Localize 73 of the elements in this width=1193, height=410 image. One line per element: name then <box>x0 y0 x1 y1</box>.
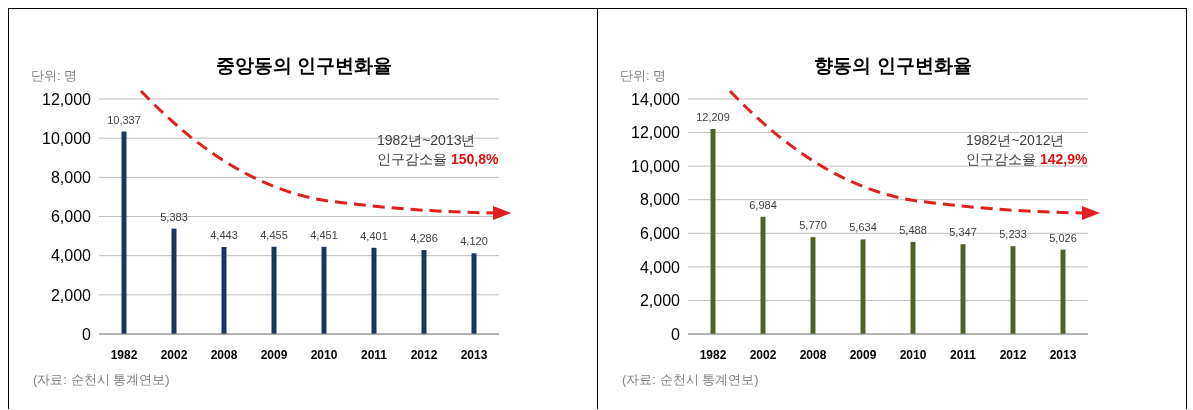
x-tick-label: 2013 <box>1049 347 1077 362</box>
data-label: 4,120 <box>460 235 488 248</box>
data-label: 5,634 <box>849 221 877 234</box>
annotation: 1982년~2013년 <box>377 131 477 150</box>
data-label: 6,984 <box>749 198 777 211</box>
bar <box>1060 249 1066 334</box>
y-tick-label: 0 <box>82 325 92 343</box>
data-label: 5,488 <box>899 223 927 236</box>
y-tick-label: 8,000 <box>639 191 681 209</box>
y-tick-label: 10,000 <box>42 129 92 147</box>
bar <box>371 247 377 334</box>
y-tick-label: 8,000 <box>50 169 92 187</box>
y-tick-label: 14,000 <box>631 90 681 108</box>
data-label: 4,286 <box>410 232 438 245</box>
bar <box>960 244 966 334</box>
x-tick-label: 2010 <box>310 347 338 362</box>
y-tick-label: 12,000 <box>631 124 681 142</box>
x-tick-label: 2012 <box>410 347 438 362</box>
x-tick-label: 2008 <box>799 347 827 362</box>
data-label: 4,451 <box>310 228 338 241</box>
x-tick-label: 2011 <box>949 347 977 362</box>
annotation: 인구감소율 150,8% <box>377 150 499 169</box>
bar <box>471 253 477 334</box>
data-label: 4,401 <box>360 229 388 242</box>
bar <box>860 239 866 334</box>
data-label: 5,383 <box>160 210 188 223</box>
bar <box>321 246 327 334</box>
data-label: 12,209 <box>696 111 730 124</box>
bar <box>121 131 127 334</box>
y-tick-label: 0 <box>671 325 681 343</box>
bar <box>1010 246 1016 334</box>
data-label: 4,443 <box>210 228 238 241</box>
y-tick-label: 10,000 <box>631 157 681 175</box>
x-tick-label: 2009 <box>260 347 288 362</box>
y-axis-title: 단위: 명 <box>31 67 78 85</box>
x-tick-label: 2002 <box>749 347 777 362</box>
annotation: 인구감소율 142,9% <box>966 150 1088 169</box>
y-tick-label: 6,000 <box>50 208 92 226</box>
chart-title: 향동의 인구변화율 <box>814 55 972 76</box>
y-tick-label: 12,000 <box>42 90 92 108</box>
x-tick-label: 1982 <box>110 347 138 362</box>
bar <box>760 216 766 334</box>
text: (자료: 순천시 통계연보) <box>33 371 170 389</box>
data-label: 10,337 <box>107 113 141 126</box>
x-tick-label: 2013 <box>460 347 488 362</box>
chart-title: 중앙동의 인구변화율 <box>215 55 393 76</box>
x-tick-label: 2009 <box>849 347 877 362</box>
data-label: 5,770 <box>799 219 827 232</box>
text: (자료: 순천시 통계연보) <box>622 371 759 389</box>
data-label: 4,455 <box>260 228 288 241</box>
bar <box>421 250 427 334</box>
y-axis-title: 단위: 명 <box>620 67 667 85</box>
x-tick-label: 2011 <box>360 347 388 362</box>
annotation: 1982년~2012년 <box>966 131 1066 150</box>
x-tick-label: 2002 <box>160 347 188 362</box>
data-label: 5,026 <box>1049 231 1077 244</box>
y-tick-label: 2,000 <box>50 286 92 304</box>
y-tick-label: 4,000 <box>50 247 92 265</box>
x-tick-label: 2012 <box>999 347 1027 362</box>
bar <box>271 246 277 334</box>
y-tick-label: 6,000 <box>639 224 681 242</box>
data-label: 5,233 <box>999 228 1027 241</box>
y-tick-label: 4,000 <box>639 258 681 276</box>
bar <box>810 237 816 334</box>
x-tick-label: 2008 <box>210 347 238 362</box>
x-tick-label: 1982 <box>699 347 727 362</box>
data-label: 5,347 <box>949 226 977 239</box>
bar <box>710 129 716 334</box>
bar <box>221 246 227 334</box>
bar <box>171 228 177 334</box>
y-tick-label: 2,000 <box>639 292 681 310</box>
bar <box>910 241 916 334</box>
x-tick-label: 2010 <box>899 347 927 362</box>
